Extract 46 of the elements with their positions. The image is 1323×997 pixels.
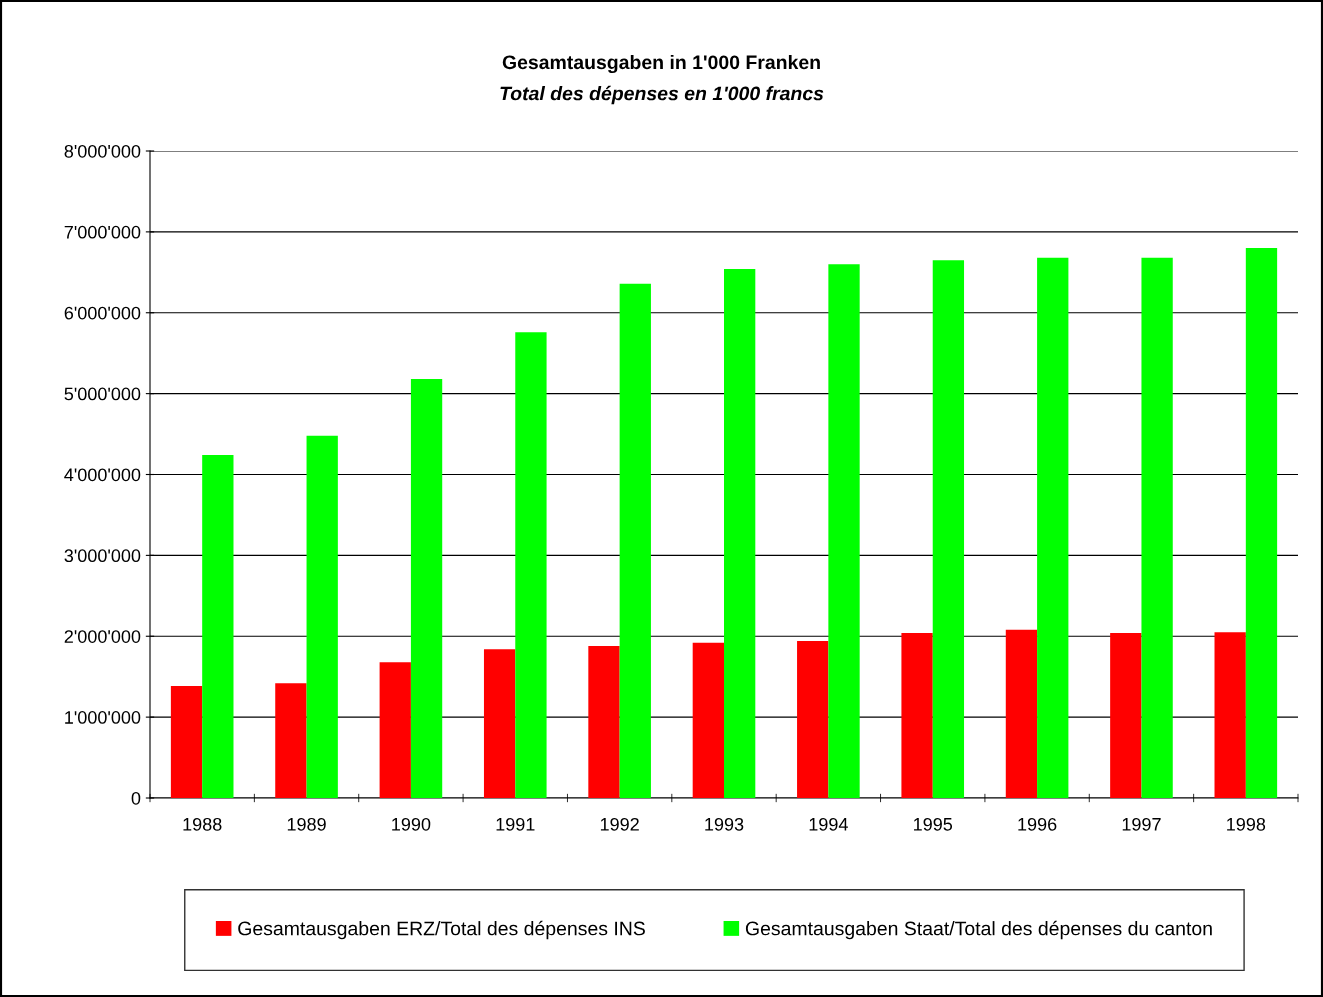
- bar: [1110, 633, 1142, 798]
- y-tick-label: 6'000'000: [64, 306, 141, 320]
- legend-label: Gesamtausgaben Staat/Total des dépenses du canton: [745, 920, 1212, 940]
- bar: [901, 633, 933, 798]
- bar: [1141, 257, 1173, 798]
- x-tick-label: 1995: [914, 817, 953, 831]
- bar: [379, 662, 411, 798]
- bar: [1214, 632, 1246, 798]
- x-tick-label: 1991: [496, 817, 535, 831]
- x-tick-label: 1997: [1122, 817, 1161, 831]
- x-tick-label: 1988: [183, 817, 222, 831]
- x-tick-label: 1996: [1018, 817, 1057, 831]
- y-tick-label: 2'000'000: [64, 630, 141, 643]
- x-tick-label: 1990: [392, 817, 431, 831]
- x-tick-label: 1989: [287, 817, 326, 831]
- bar: [202, 455, 234, 798]
- y-tick-label: 4'000'000: [64, 468, 141, 482]
- chart-subtitle: Total des dépenses en 1'000 francs: [500, 85, 824, 105]
- x-tick-label: 1998: [1227, 817, 1266, 831]
- bar: [275, 683, 307, 798]
- y-tick-label: 7'000'000: [64, 225, 141, 239]
- chart-title: Gesamtausgaben in 1'000 Franken: [502, 54, 820, 74]
- x-tick-label: 1992: [600, 817, 639, 831]
- y-tick-label: 8'000'000: [64, 144, 141, 158]
- y-tick-label: 3'000'000: [64, 549, 141, 563]
- bar: [588, 645, 620, 798]
- bar: [170, 685, 203, 798]
- bar: [797, 641, 829, 798]
- bar: [828, 264, 860, 798]
- bar: [1245, 248, 1278, 798]
- bar: [932, 260, 965, 798]
- bar: [724, 269, 756, 798]
- y-tick-label: 0: [131, 791, 141, 805]
- legend-label: Gesamtausgaben ERZ/Total des dépenses INS: [238, 920, 645, 940]
- bar: [619, 283, 651, 798]
- bar: [306, 435, 338, 798]
- y-tick-label: 1'000'000: [65, 711, 141, 724]
- y-tick-label: 5'000'000: [64, 387, 141, 401]
- bar: [410, 379, 443, 798]
- bar: [1005, 629, 1038, 798]
- bar: [515, 332, 547, 798]
- bar: [1037, 257, 1069, 798]
- x-tick-label: 1993: [705, 817, 744, 831]
- x-tick-label: 1994: [809, 817, 848, 831]
- bar: [692, 642, 724, 798]
- bar: [483, 649, 516, 798]
